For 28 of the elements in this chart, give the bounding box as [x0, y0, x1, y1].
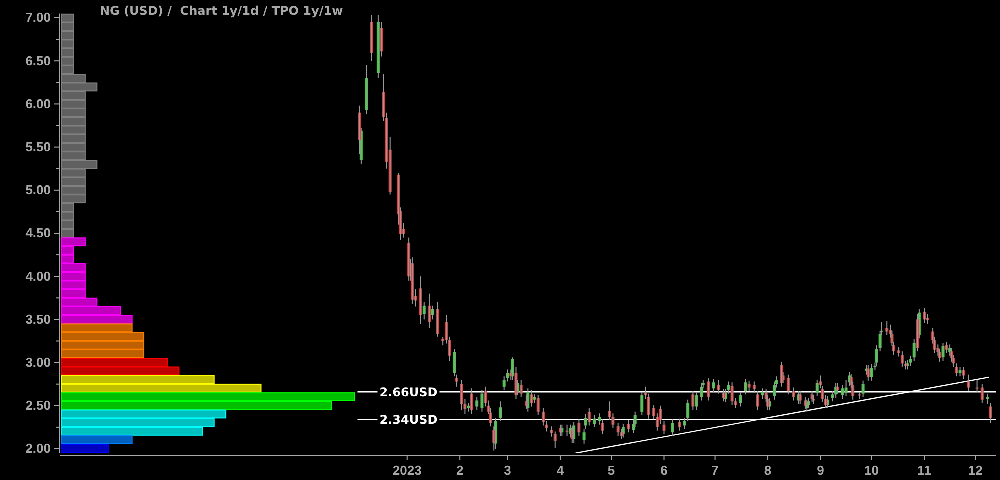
- x-tick-label: 8: [764, 463, 772, 478]
- y-tick-label: 4.50: [26, 226, 51, 241]
- chart-title: NG (USD) / Chart 1y/1d / TPO 1y/1w: [100, 4, 344, 18]
- y-tick-label: 5.50: [26, 139, 51, 154]
- x-tick-label: 9: [817, 463, 824, 478]
- y-tick-label: 2.00: [26, 441, 51, 456]
- x-tick-label: 6: [660, 463, 668, 478]
- x-tick-label: 3: [504, 463, 512, 478]
- y-tick-label: 3.50: [26, 312, 51, 327]
- x-tick-label: 2023: [392, 463, 422, 478]
- x-tick-label: 12: [968, 463, 983, 478]
- ref-line-label: 2.66USD: [380, 385, 438, 400]
- y-tick-label: 4.00: [26, 268, 51, 284]
- y-tick-label: 6.50: [26, 53, 51, 68]
- bar: [62, 436, 133, 445]
- y-tick-label: 2.50: [26, 398, 51, 414]
- y-tick-label: 5.00: [26, 182, 51, 198]
- x-tick-label: 5: [608, 463, 616, 478]
- y-tick-label: 3.00: [26, 354, 51, 370]
- bar: [62, 444, 110, 454]
- x-tick-label: 11: [918, 463, 932, 478]
- x-tick-label: 4: [556, 463, 565, 478]
- x-tick-label: 2: [456, 463, 464, 478]
- ref-line-label: 2.34USD: [380, 412, 438, 427]
- x-tick-label: 10: [864, 463, 880, 478]
- y-tick-label: 6.00: [26, 96, 51, 112]
- y-tick-label: 7.00: [26, 10, 51, 26]
- x-tick-label: 7: [712, 463, 719, 478]
